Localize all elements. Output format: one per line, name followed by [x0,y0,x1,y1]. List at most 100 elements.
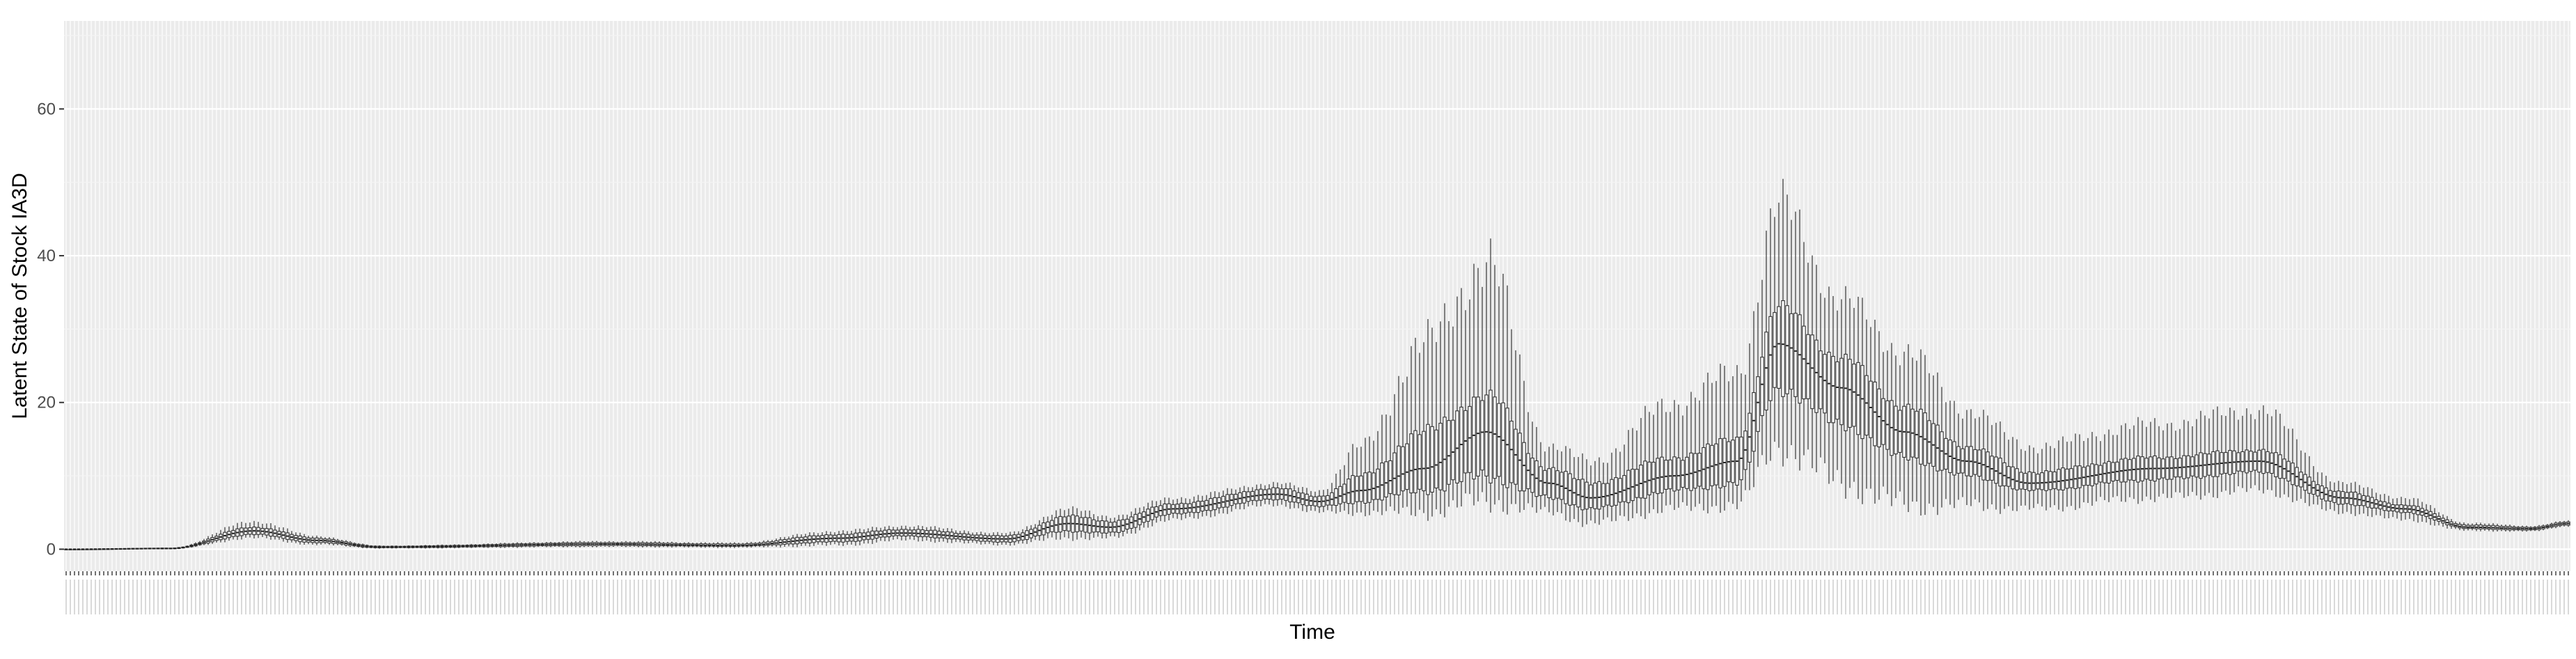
box-body [1839,357,1844,426]
box-body [1706,443,1710,490]
box-28 [181,546,185,549]
box-514 [2211,409,2215,497]
box-540 [2320,472,2324,510]
box-112 [532,542,536,548]
box-512 [2203,415,2207,496]
box-body [1668,459,1672,490]
box-381 [1656,401,1660,513]
box-422 [1827,286,1831,484]
box-290 [1275,482,1280,506]
box-289 [1271,481,1275,507]
box-467 [2015,439,2019,511]
box-520 [2236,419,2240,487]
box-body [1856,362,1860,435]
box-302 [1326,489,1330,511]
box-492 [2119,425,2123,502]
box-572 [2453,521,2458,529]
y-axis: 0 20 40 60 [37,100,64,559]
box-body [1359,475,1363,502]
box-379 [1647,412,1651,513]
box-139 [645,541,649,548]
y-tick-label: 20 [37,394,56,412]
box-body [1384,461,1388,497]
box-278 [1225,488,1230,514]
box-body [1509,420,1514,483]
box-body [1572,478,1576,506]
box-215 [962,530,966,544]
box-584 [2504,524,2508,532]
box-36 [214,532,219,543]
box-219 [979,532,983,545]
box-80 [398,545,402,548]
box-503 [2165,423,2169,498]
box-349 [1522,380,1526,511]
box-599 [2566,520,2570,527]
box-body [1346,479,1351,504]
box-223 [996,532,1000,546]
box-147 [678,542,682,548]
box-372 [1618,451,1622,516]
box-428 [1852,307,1856,482]
box-382 [1660,398,1664,513]
box-body [1785,305,1789,394]
box-454 [1961,418,1965,497]
box-body [2065,468,2069,489]
box-body [1338,486,1342,504]
box-294 [1292,485,1296,509]
box-43 [244,522,248,538]
box-455 [1965,410,1969,506]
box-535 [2299,450,2303,499]
box-444 [1919,349,1923,516]
box-418 [1810,255,1814,469]
box-44 [248,522,252,538]
box-162 [741,543,745,548]
box-14 [123,548,127,550]
box-111 [528,542,532,548]
box-body [2023,472,2027,490]
box-374 [1626,430,1631,521]
box-body [1388,460,1392,495]
box-516 [2220,415,2224,493]
box-body [1660,456,1664,494]
box-458 [1977,417,1981,503]
box-388 [1685,405,1689,506]
box-275 [1213,491,1217,517]
box-31 [194,542,198,548]
box-296 [1301,486,1305,511]
box-460 [1986,415,1990,509]
box-542 [2328,481,2332,510]
box-196 [883,526,887,542]
box-377 [1639,418,1643,517]
box-568 [2437,512,2441,526]
box-463 [1998,421,2002,514]
box-291 [1280,483,1284,505]
box-138 [641,541,645,548]
box-247 [1096,515,1100,537]
box-body [1793,313,1798,397]
box-127 [595,541,599,548]
box-345 [1505,285,1509,515]
box-488 [2103,434,2107,500]
box-464 [2002,432,2006,509]
box-122 [574,541,578,548]
box-body [1468,405,1472,473]
box-body [1430,426,1434,493]
box-360 [1568,448,1572,522]
box-194 [874,527,879,543]
box-577 [2474,522,2479,532]
box-482 [2078,434,2082,509]
box-106 [507,543,511,548]
box-59 [311,536,315,545]
box-466 [2011,437,2015,511]
box-556 [2387,495,2391,519]
box-239 [1062,510,1067,538]
box-body [1806,334,1810,399]
box-body [1994,456,1998,484]
box-396 [1718,364,1722,513]
box-319 [1397,375,1401,514]
box-32 [198,541,202,546]
box-552 [2370,488,2374,518]
box-0 [64,548,68,550]
box-541 [2324,475,2328,511]
